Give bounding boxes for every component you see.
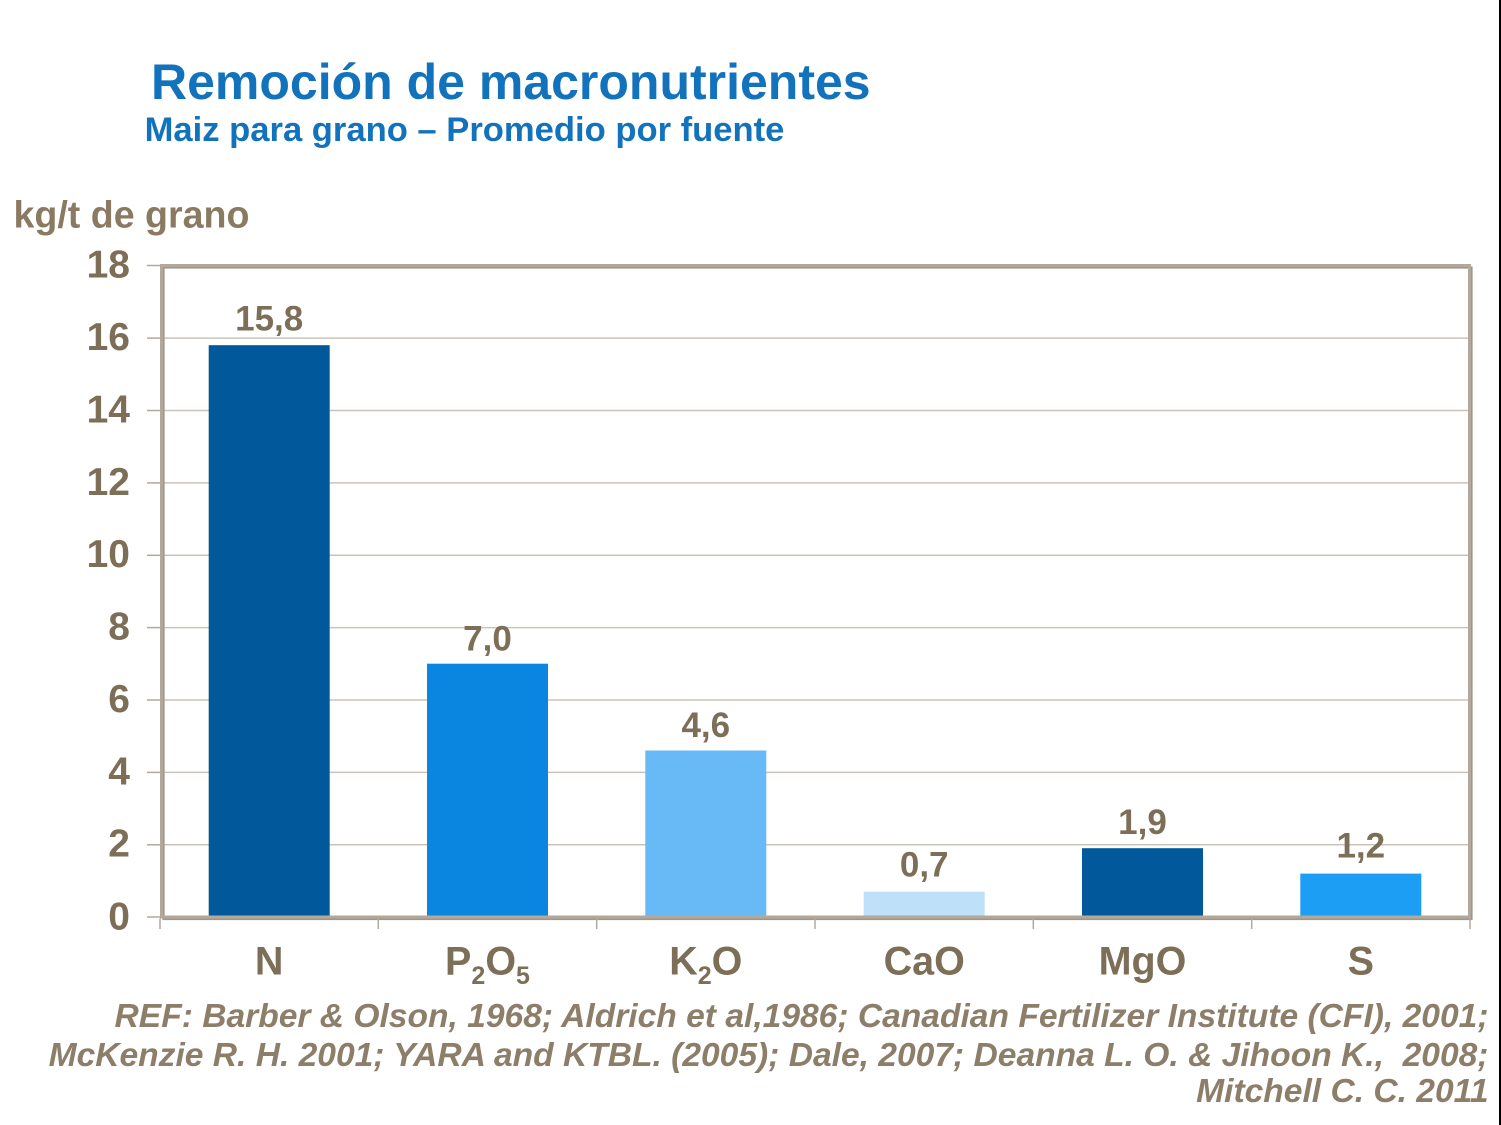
svg-text:P2O5: P2O5 bbox=[445, 940, 530, 991]
svg-text:6: 6 bbox=[108, 678, 130, 721]
svg-text:kg/t de grano: kg/t de grano bbox=[14, 194, 250, 236]
svg-text:REF: Barber & Olson, 1968; Ald: REF: Barber & Olson, 1968; Aldrich et al… bbox=[115, 998, 1489, 1035]
svg-text:McKenzie R. H. 2001; YARA and: McKenzie R. H. 2001; YARA and KTBL. (200… bbox=[49, 1037, 1489, 1074]
svg-text:8: 8 bbox=[108, 606, 130, 649]
svg-text:0: 0 bbox=[108, 896, 130, 939]
svg-text:Mitchell C. C. 2011: Mitchell C. C. 2011 bbox=[1196, 1073, 1488, 1110]
svg-text:N: N bbox=[255, 940, 284, 984]
svg-text:12: 12 bbox=[87, 461, 130, 504]
svg-text:Maiz para grano – Promedio por: Maiz para grano – Promedio por fuente bbox=[145, 111, 785, 149]
svg-text:14: 14 bbox=[87, 388, 131, 431]
svg-text:10: 10 bbox=[87, 533, 130, 576]
svg-text:Remoción de macronutrientes: Remoción de macronutrientes bbox=[151, 54, 871, 110]
svg-text:18: 18 bbox=[87, 244, 130, 287]
svg-text:MgO: MgO bbox=[1099, 940, 1187, 984]
svg-text:4,6: 4,6 bbox=[681, 706, 730, 745]
svg-text:16: 16 bbox=[87, 316, 130, 359]
svg-text:0,7: 0,7 bbox=[900, 846, 949, 885]
svg-text:CaO: CaO bbox=[884, 940, 965, 984]
svg-text:2: 2 bbox=[108, 823, 130, 866]
svg-text:1,9: 1,9 bbox=[1118, 803, 1167, 842]
svg-text:K2O: K2O bbox=[669, 940, 742, 991]
svg-text:S: S bbox=[1348, 940, 1374, 984]
svg-text:4: 4 bbox=[108, 750, 130, 793]
svg-text:1,2: 1,2 bbox=[1336, 827, 1385, 866]
svg-text:15,8: 15,8 bbox=[235, 300, 303, 339]
svg-text:7,0: 7,0 bbox=[463, 620, 512, 659]
